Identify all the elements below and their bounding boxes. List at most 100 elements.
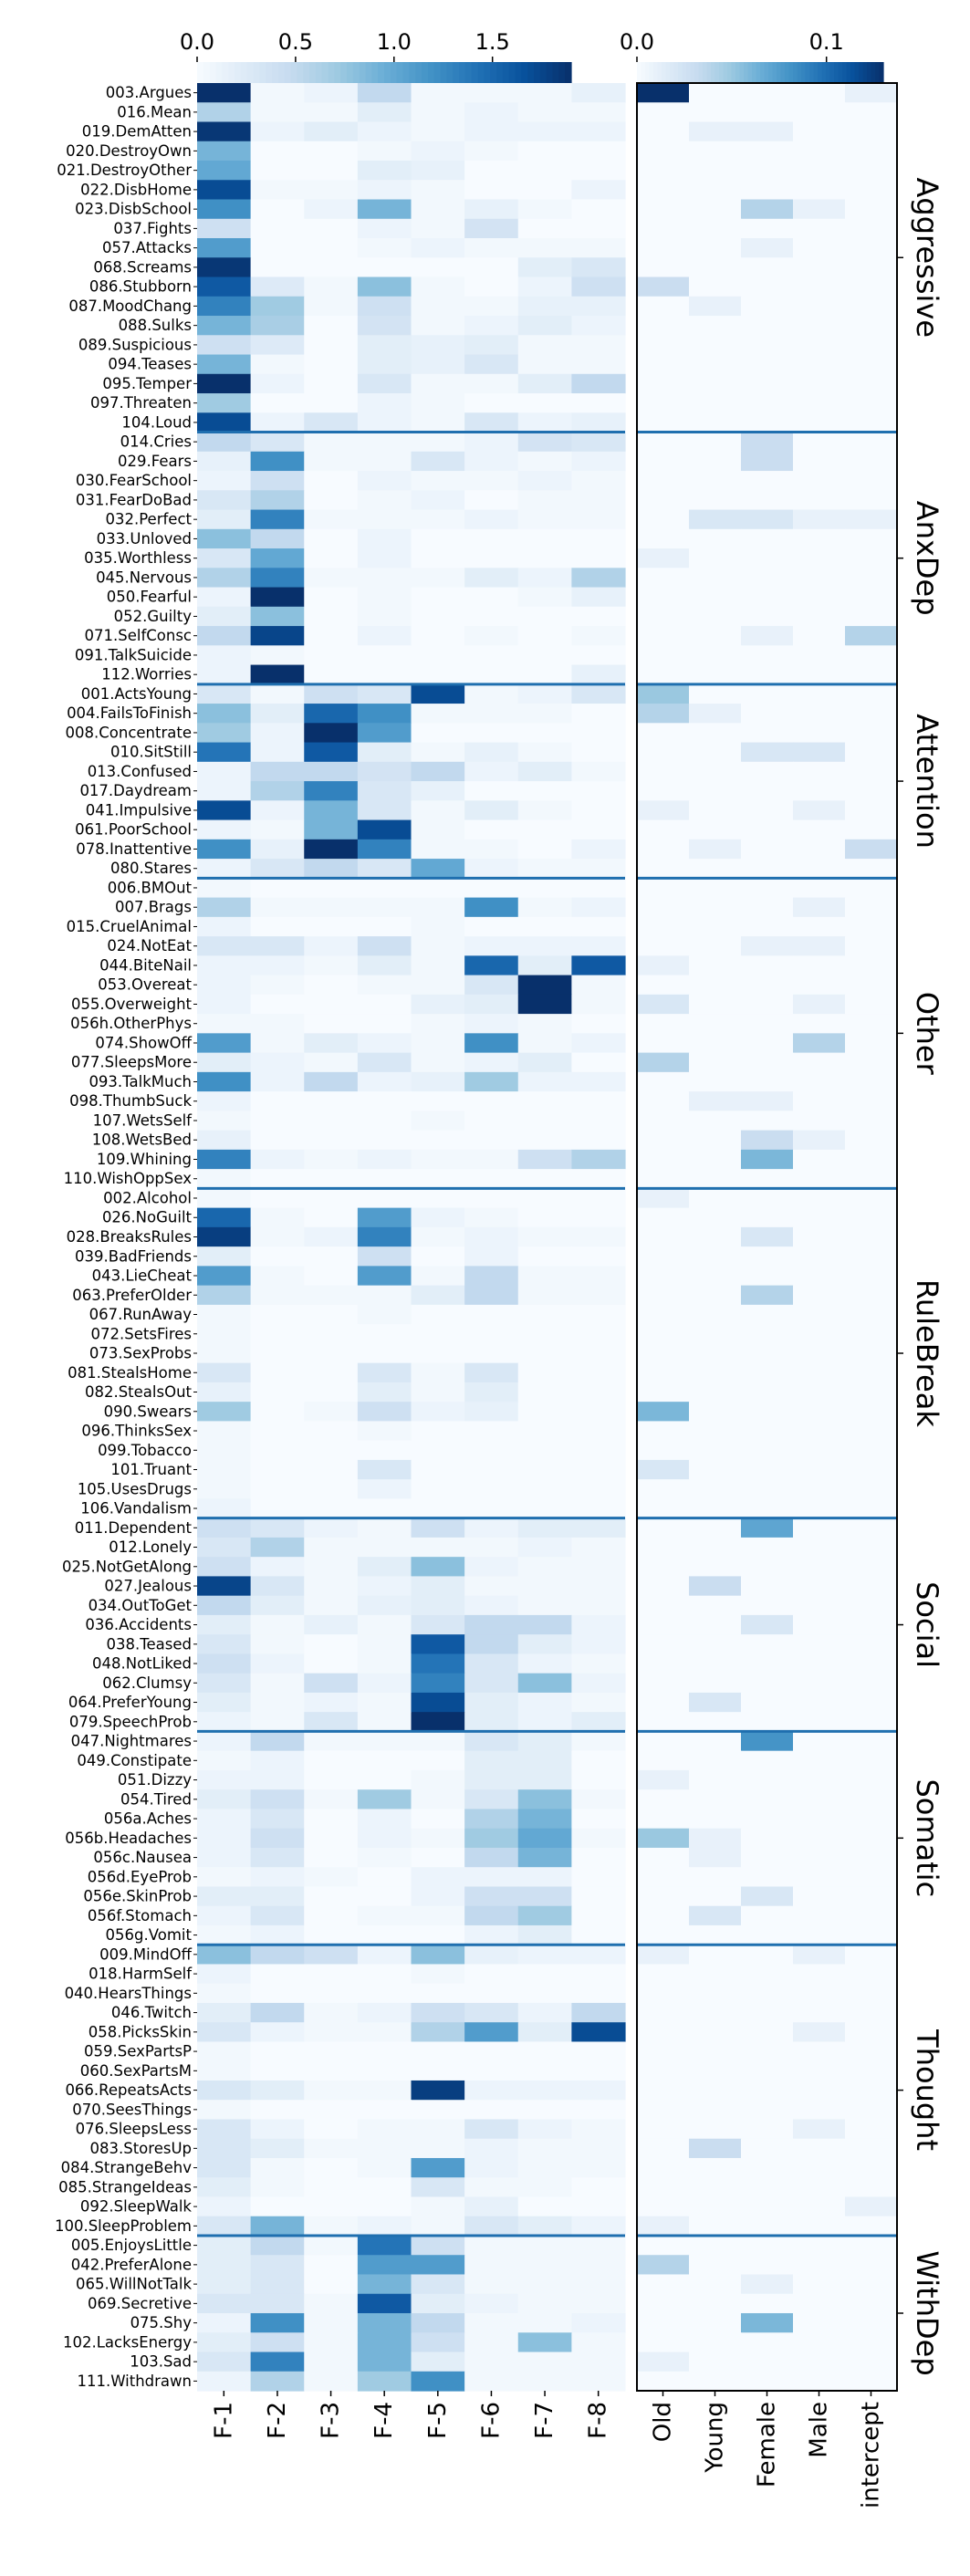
cell-074.ShowOff-F-4: [357, 1033, 412, 1054]
row-label: 035.Worthless: [84, 549, 192, 567]
cell-015.CruelAnimal-F-4: [357, 916, 412, 937]
cell-054.Tired-Male: [793, 1789, 846, 1810]
cell-011.Dependent-F-1: [197, 1517, 252, 1538]
cell-069.Secretive-F-7: [517, 2293, 572, 2314]
cell-005.EnjoysLittle-Young: [689, 2235, 742, 2256]
cell-066.RepeatsActs-Female: [741, 2080, 794, 2101]
cell-021.DestroyOther-Old: [637, 161, 690, 181]
row-label: 103.Sad: [130, 2353, 192, 2371]
cell-057.Attacks-Old: [637, 238, 690, 258]
cell-009.MindOff-Old: [637, 1945, 690, 1966]
cell-012.Lonely-F-4: [357, 1537, 412, 1558]
cell-088.Sulks-F-5: [411, 316, 465, 336]
cell-103.Sad-F-8: [571, 2352, 626, 2373]
cell-111.Withdrawn-F-2: [250, 2371, 305, 2392]
cell-067.RunAway-F-3: [304, 1304, 359, 1325]
cell-022.DisbHome-intercept: [845, 180, 898, 201]
cell-045.Nervous-F-7: [517, 568, 572, 589]
cell-002.Alcohol-F-4: [357, 1188, 412, 1209]
cell-105.UsesDrugs-Female: [741, 1479, 794, 1500]
cell-092.SleepWalk-F-3: [304, 2196, 359, 2217]
cell-019.DemAtten-Female: [741, 121, 794, 142]
colorbar-right-gradient-step: [854, 62, 860, 84]
cell-046.Twitch-F-2: [250, 2002, 305, 2023]
row-label: 101.Truant: [110, 1461, 192, 1478]
colorbar-left-gradient-step: [565, 62, 572, 84]
colorbar-right-gradient-step: [813, 62, 819, 84]
cell-035.Worthless-F-7: [517, 548, 572, 568]
cell-080.Stares-Young: [689, 859, 742, 879]
cell-056g.Vomit-Female: [741, 1924, 794, 1945]
cell-031.FearDoBad-F-4: [357, 490, 412, 511]
cell-017.Daydream-intercept: [845, 781, 898, 801]
cell-008.Concentrate-F-4: [357, 723, 412, 744]
cell-034.OutToGet-intercept: [845, 1595, 898, 1616]
column-label-F-1: F-1: [210, 2402, 237, 2439]
cell-003.Argues-F-5: [411, 83, 465, 103]
cell-096.ThinksSex-F-2: [250, 1421, 305, 1442]
cell-056d.EyeProb-F-1: [197, 1867, 252, 1888]
cell-094.Teases-F-6: [464, 354, 519, 375]
row-label: 108.WetsBed: [92, 1132, 192, 1149]
cell-022.DisbHome-F-8: [571, 180, 626, 201]
cell-053.Overeat-Young: [689, 975, 742, 996]
cell-096.ThinksSex-Female: [741, 1421, 794, 1442]
cell-080.Stares-F-2: [250, 859, 305, 879]
row-label: 005.EnjoysLittle: [71, 2237, 192, 2254]
cell-042.PreferAlone-F-5: [411, 2255, 465, 2276]
cell-025.NotGetAlong-Old: [637, 1557, 690, 1578]
cell-078.Inattentive-intercept: [845, 839, 898, 860]
cell-107.WetsSelf-F-5: [411, 1111, 465, 1132]
cell-057.Attacks-F-6: [464, 238, 519, 258]
cell-020.DestroyOwn-F-8: [571, 141, 626, 162]
group-label-Thought: Thought: [910, 2028, 944, 2151]
cell-107.WetsSelf-F-3: [304, 1111, 359, 1132]
cell-017.Daydream-Young: [689, 781, 742, 801]
cell-056g.Vomit-F-6: [464, 1924, 519, 1945]
cell-033.Unloved-intercept: [845, 528, 898, 549]
cell-101.Truant-intercept: [845, 1459, 898, 1480]
cell-056f.Stomach-Old: [637, 1905, 690, 1926]
cell-108.WetsBed-Young: [689, 1130, 742, 1151]
cell-073.SexProbs-F-2: [250, 1343, 305, 1364]
cell-027.Jealous-Young: [689, 1576, 742, 1597]
cell-056e.SkinProb-F-6: [464, 1886, 519, 1907]
cell-031.FearDoBad-F-8: [571, 490, 626, 511]
cell-024.NotEat-Young: [689, 936, 742, 956]
cell-104.Loud-F-8: [571, 412, 626, 433]
cell-097.Threaten-F-1: [197, 393, 252, 413]
cell-004.FailsToFinish-Female: [741, 704, 794, 724]
cell-040.HearsThings-intercept: [845, 1983, 898, 2004]
cell-097.Threaten-F-8: [571, 393, 626, 413]
cell-023.DisbSchool-F-2: [250, 199, 305, 220]
cell-092.SleepWalk-F-1: [197, 2196, 252, 2217]
cell-039.BadFriends-F-2: [250, 1246, 305, 1267]
cell-068.Screams-F-2: [250, 257, 305, 278]
cell-084.StrangeBehv-F-7: [517, 2157, 572, 2178]
colorbar-right-gradient-step: [637, 62, 642, 84]
cell-081.StealsHome-F-1: [197, 1362, 252, 1383]
row-label: 056d.EyeProb: [88, 1868, 192, 1885]
cell-086.Stubborn-F-2: [250, 276, 305, 297]
cell-059.SexPartsP-F-3: [304, 2041, 359, 2062]
cell-003.Argues-F-2: [250, 83, 305, 103]
cell-077.SleepsMore-F-4: [357, 1052, 412, 1073]
cell-103.Sad-F-4: [357, 2352, 412, 2373]
cell-105.UsesDrugs-Old: [637, 1479, 690, 1500]
row-label: 006.BMOut: [108, 879, 193, 896]
cell-020.DestroyOwn-F-7: [517, 141, 572, 162]
colorbar-left-gradient-step: [402, 62, 410, 84]
cell-013.Confused-F-2: [250, 761, 305, 782]
cell-032.Perfect-F-4: [357, 509, 412, 530]
cell-014.Cries-F-4: [357, 432, 412, 453]
cell-093.TalkMuch-F-8: [571, 1071, 626, 1092]
cell-033.Unloved-F-3: [304, 528, 359, 549]
cell-033.Unloved-F-5: [411, 528, 465, 549]
row-label: 018.HarmSelf: [89, 1966, 193, 1983]
column-label-Old: Old: [650, 2402, 677, 2442]
cell-031.FearDoBad-Male: [793, 490, 846, 511]
cell-056d.EyeProb-Female: [741, 1867, 794, 1888]
cell-075.Shy-F-8: [571, 2312, 626, 2333]
cell-045.Nervous-intercept: [845, 568, 898, 589]
cell-077.SleepsMore-F-1: [197, 1052, 252, 1073]
